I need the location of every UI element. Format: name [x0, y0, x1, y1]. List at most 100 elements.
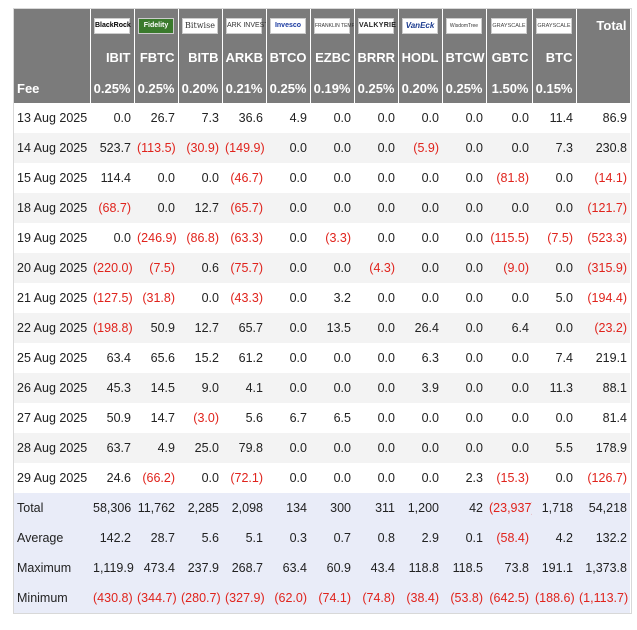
flow-cell: 0.0 [90, 223, 134, 253]
row-total-cell: 219.1 [576, 343, 630, 373]
flow-cell: 0.0 [442, 373, 486, 403]
fee-cell: 0.19% [310, 73, 355, 103]
issuer-logo-cell: ARK INVEST [222, 9, 267, 41]
fee-cell: 0.25% [354, 73, 399, 103]
flow-cell: 0.0 [354, 163, 398, 193]
flow-cell: 12.7 [178, 313, 222, 343]
flow-cell: (280.7) [178, 583, 222, 613]
daily-row: 25 Aug 2025 63.4 65.6 15.2 61.2 0.0 0.0 0.0 6.3 0… [14, 343, 630, 373]
row-total-cell: (315.9) [576, 253, 630, 283]
flow-cell: 142.2 [90, 523, 134, 553]
flow-cell: 0.0 [310, 373, 354, 403]
flow-cell: 4.9 [134, 433, 178, 463]
flow-cell: (15.3) [486, 463, 532, 493]
row-total-cell: (126.7) [576, 463, 630, 493]
wisdomtree-logo-icon: WisdomTree [446, 18, 482, 34]
date-cell: 22 Aug 2025 [14, 313, 90, 343]
fee-cell: 0.25% [266, 73, 311, 103]
flow-cell: 6.3 [398, 343, 442, 373]
flow-cell: 0.0 [310, 463, 354, 493]
grayscale-logo-icon: GRAYSCALE [491, 18, 527, 34]
row-total-cell: (523.3) [576, 223, 630, 253]
flow-cell: 7.4 [532, 343, 576, 373]
flow-cell: 0.0 [398, 433, 442, 463]
flow-cell: 191.1 [532, 553, 576, 583]
flow-cell: (66.2) [134, 463, 178, 493]
flow-cell: 0.0 [486, 373, 532, 403]
flow-cell: 0.0 [486, 343, 532, 373]
flow-cell: 0.0 [532, 163, 576, 193]
flow-cell: (46.7) [222, 163, 266, 193]
fee-cell: 0.20% [178, 73, 223, 103]
daily-row: 28 Aug 2025 63.7 4.9 25.0 79.8 0.0 0.0 0.0 0.0 0.… [14, 433, 630, 463]
fee-label: Fee [14, 73, 91, 103]
flow-cell: (149.9) [222, 133, 266, 163]
flow-cell: 0.0 [486, 433, 532, 463]
flow-cell: 4.2 [532, 523, 576, 553]
flow-cell: 14.5 [134, 373, 178, 403]
flow-cell: 15.2 [178, 343, 222, 373]
flow-cell: (63.3) [222, 223, 266, 253]
flow-cell: 1,119.9 [90, 553, 134, 583]
flow-cell: 114.4 [90, 163, 134, 193]
flow-cell: 0.0 [310, 433, 354, 463]
flow-cell: 118.8 [398, 553, 442, 583]
flow-cell: 0.0 [532, 193, 576, 223]
issuer-logo-cell: VanEck [398, 9, 443, 41]
flow-cell: 58,306 [90, 493, 134, 523]
flow-cell: 9.0 [178, 373, 222, 403]
daily-row: 20 Aug 2025 (220.0) (7.5) 0.6 (75.7) 0.0 0.0 (4… [14, 253, 630, 283]
daily-flows-body: 13 Aug 2025 0.0 26.7 7.3 36.6 4.9 0.0 0.0 0.0 0.0… [14, 103, 630, 493]
corner-cell [14, 41, 91, 73]
summary-label: Minimum [14, 583, 90, 613]
summary-row: Total 58,306 11,762 2,285 2,098 134 300 311 1,20… [14, 493, 630, 523]
flow-cell: 473.4 [134, 553, 178, 583]
flow-cell: 268.7 [222, 553, 266, 583]
row-total-cell: (14.1) [576, 163, 630, 193]
flow-cell: 0.0 [266, 433, 310, 463]
date-cell: 19 Aug 2025 [14, 223, 90, 253]
summary-label: Maximum [14, 553, 90, 583]
flow-cell: (344.7) [134, 583, 178, 613]
summary-body: Total 58,306 11,762 2,285 2,098 134 300 311 1,20… [14, 493, 630, 613]
flow-cell: 0.0 [486, 103, 532, 133]
flow-cell: 6.4 [486, 313, 532, 343]
flow-cell: (3.0) [178, 403, 222, 433]
flow-cell: 0.0 [266, 253, 310, 283]
flow-cell: 0.0 [178, 163, 222, 193]
date-cell: 18 Aug 2025 [14, 193, 90, 223]
total-column-header: Total [576, 9, 631, 41]
flow-cell: 43.4 [354, 553, 398, 583]
flow-cell: (127.5) [90, 283, 134, 313]
ticker-header: GBTC [486, 41, 533, 73]
row-total-cell: (121.7) [576, 193, 630, 223]
flow-cell: 3.9 [398, 373, 442, 403]
flow-cell: 0.0 [354, 403, 398, 433]
flow-cell: 0.0 [442, 403, 486, 433]
flow-cell: (23,937) [486, 493, 532, 523]
date-cell: 28 Aug 2025 [14, 433, 90, 463]
flow-cell: 0.0 [266, 133, 310, 163]
flow-cell: 0.0 [266, 193, 310, 223]
flow-cell: (38.4) [398, 583, 442, 613]
flow-cell: (327.9) [222, 583, 266, 613]
summary-row: Maximum 1,119.9 473.4 237.9 268.7 63.4 60.9 43.… [14, 553, 630, 583]
flow-cell: 14.7 [134, 403, 178, 433]
flow-cell: 5.5 [532, 433, 576, 463]
daily-row: 19 Aug 2025 0.0 (246.9) (86.8) (63.3) 0.0 (3.3… [14, 223, 630, 253]
flow-cell: 0.0 [442, 253, 486, 283]
invesco-logo-icon: Invesco [270, 18, 306, 34]
flow-cell: 0.1 [442, 523, 486, 553]
date-cell: 25 Aug 2025 [14, 343, 90, 373]
flow-cell: 0.0 [266, 463, 310, 493]
flow-cell: 0.0 [398, 103, 442, 133]
flow-cell: 0.0 [486, 133, 532, 163]
flow-cell: (220.0) [90, 253, 134, 283]
flow-cell: 65.6 [134, 343, 178, 373]
flow-cell: (5.9) [398, 133, 442, 163]
flow-cell: (7.5) [134, 253, 178, 283]
flow-cell: 6.5 [310, 403, 354, 433]
flow-cell: 0.0 [398, 193, 442, 223]
row-total-cell: 81.4 [576, 403, 630, 433]
valkyrie-logo-icon: VALKYRIE [358, 18, 396, 34]
